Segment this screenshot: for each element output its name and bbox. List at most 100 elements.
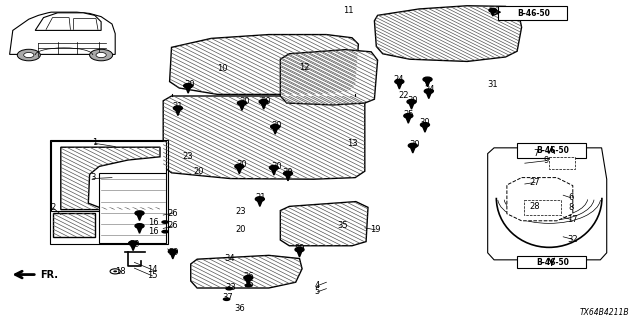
Text: 25: 25 [403,110,413,119]
Text: B-46-50: B-46-50 [517,9,550,18]
Polygon shape [51,141,166,211]
FancyBboxPatch shape [517,143,586,158]
Text: B-46-50: B-46-50 [536,146,570,155]
Text: 2: 2 [51,203,56,212]
Text: 19: 19 [370,225,380,234]
Circle shape [225,287,233,291]
Circle shape [24,52,34,58]
Text: 10: 10 [218,64,228,73]
Circle shape [135,224,144,228]
Text: TX64B4211B: TX64B4211B [580,308,630,317]
Circle shape [244,276,253,280]
Circle shape [161,230,169,234]
Circle shape [223,297,230,301]
Polygon shape [490,11,495,16]
Text: 14: 14 [147,265,157,274]
Circle shape [173,106,182,110]
Text: 21: 21 [256,193,266,202]
Text: 22: 22 [398,91,408,100]
Polygon shape [186,86,191,93]
Circle shape [395,79,404,84]
Text: 30: 30 [184,80,195,89]
Polygon shape [99,173,166,243]
Polygon shape [257,200,262,206]
Text: 15: 15 [147,271,157,280]
Text: 33: 33 [225,284,236,292]
Text: 30: 30 [420,118,430,127]
Circle shape [255,197,264,201]
Text: 8: 8 [568,203,573,212]
Text: B-46-50: B-46-50 [536,258,570,267]
Polygon shape [397,82,402,89]
Circle shape [235,164,244,169]
Text: 12: 12 [299,63,309,72]
Polygon shape [175,109,180,116]
Polygon shape [61,147,160,210]
Text: 20: 20 [236,225,246,234]
Polygon shape [237,167,242,174]
Circle shape [259,100,268,104]
Circle shape [423,77,432,82]
Text: 30: 30 [271,121,282,130]
Text: 11: 11 [344,6,354,15]
Circle shape [129,241,138,245]
Text: 30: 30 [237,160,247,169]
Circle shape [404,114,413,118]
Text: 36: 36 [234,304,244,313]
Text: 29: 29 [294,244,305,253]
Polygon shape [280,50,378,105]
Text: 7: 7 [534,149,539,158]
Circle shape [408,143,417,148]
Text: FR.: FR. [40,269,58,280]
Text: 29: 29 [129,240,140,249]
Text: 3: 3 [90,173,95,182]
Text: 26: 26 [168,221,178,230]
FancyBboxPatch shape [524,200,561,215]
Text: 28: 28 [530,202,540,211]
Polygon shape [35,13,101,30]
Text: 30: 30 [410,140,420,149]
Text: 6: 6 [568,193,573,202]
FancyBboxPatch shape [498,6,567,20]
Polygon shape [374,6,522,61]
Polygon shape [409,102,414,109]
Polygon shape [488,148,607,260]
Circle shape [407,100,416,104]
Text: 20: 20 [193,167,204,176]
Circle shape [168,249,177,254]
Polygon shape [273,127,278,134]
Polygon shape [137,214,142,220]
Text: 23: 23 [183,152,193,161]
Circle shape [161,220,169,224]
Circle shape [295,247,304,252]
Text: 30: 30 [283,168,293,177]
Text: 9: 9 [544,156,549,165]
Circle shape [237,101,246,105]
Circle shape [269,165,278,170]
Text: 23: 23 [236,207,246,216]
Circle shape [424,89,433,93]
Polygon shape [425,80,430,87]
Text: 24: 24 [394,75,404,84]
Circle shape [271,124,280,129]
Circle shape [135,211,144,215]
Text: 13: 13 [347,139,357,148]
Polygon shape [137,227,142,233]
Text: 32: 32 [568,235,578,244]
Text: 37: 37 [222,293,232,302]
Polygon shape [422,125,428,132]
Polygon shape [297,250,302,257]
Text: 26: 26 [168,209,178,218]
Circle shape [184,84,193,88]
Circle shape [420,123,429,127]
Polygon shape [261,102,266,109]
Polygon shape [410,146,415,153]
Polygon shape [271,168,276,175]
Circle shape [90,49,113,61]
Text: 34: 34 [224,254,234,263]
Polygon shape [170,35,358,94]
Polygon shape [239,104,244,110]
Text: 24: 24 [425,85,435,94]
Circle shape [113,270,117,272]
Polygon shape [426,92,431,99]
